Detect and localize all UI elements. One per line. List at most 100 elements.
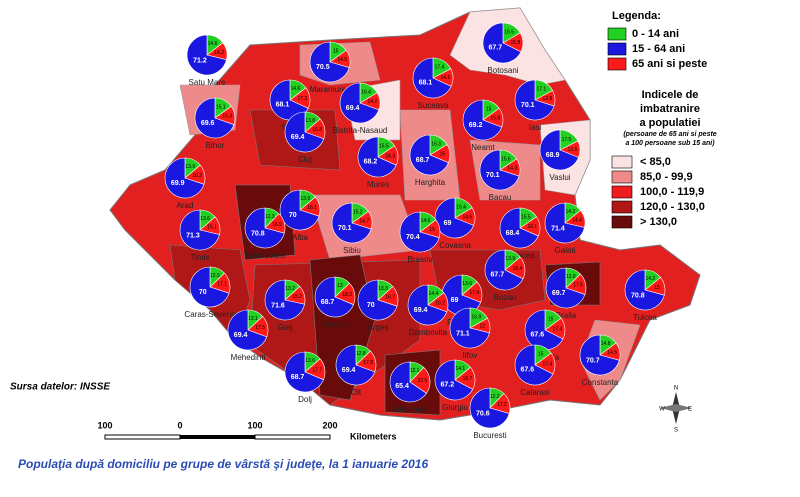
pie-value: 14.2 [367,99,377,105]
pie-value-main: 69.4 [346,105,360,112]
index-label: 100,0 - 119,9 [640,186,704,198]
pie-slice [434,359,474,401]
pie: 15.5 16.1 68.4 [499,207,541,249]
pie-value: 13.3 [378,286,388,292]
pie-value-main: 69.4 [414,307,428,314]
pie-value: 14.4 [429,291,439,297]
pie-slice [449,307,490,349]
pie-value: 13.2 [285,286,295,292]
pie-value-main: 69 [451,297,459,304]
county-name: Mures [367,180,389,189]
pie: 17.1 12.8 70.1 [514,79,556,121]
pie-value-main: 69.4 [291,134,305,141]
pie: 14.4 16.2 69.4 [407,284,449,326]
pie-value-main: 67.7 [491,272,505,279]
pie: 14.2 15 70.8 [624,269,666,311]
scale-label: 200 [322,420,337,430]
county-name: Arges [368,323,389,332]
legend-label: 15 - 64 ani [632,43,685,55]
pie-value: 17.3 [297,96,307,102]
pie-slice [479,149,520,191]
pie-value-main: 70.5 [316,64,330,71]
pie-value: 17.7 [312,367,322,373]
scale-label: 100 [247,420,262,430]
pie-slice [335,344,376,386]
pie-value-main: 70.6 [476,410,490,417]
pie-slice [524,309,564,351]
pie-layer: Satu Mare 14.6 14.2 71.2 Maramures 15 14.5 70.5… [164,22,666,440]
pie-value-main: 70.1 [521,102,535,109]
pie-value: 16.4 [361,90,371,96]
pie-value: 13.1 [248,316,258,322]
pie-value: 18.3 [342,292,352,298]
pie-value: 12.9 [210,273,220,279]
pie: 13.2 15.2 71.6 [264,279,306,321]
legend-swatch [607,27,627,41]
pie: 16.4 14.2 69.4 [339,82,381,124]
compass-letter: N [674,386,678,392]
county-name: Olt [351,388,362,397]
pie-slice [412,57,452,99]
county-name: Mehedinti [231,353,266,362]
pie-value-main: 70.4 [406,234,420,241]
pie-value: 16.9 [272,222,282,228]
legend-swatch [607,57,627,71]
pie-value: 15.1 [207,224,217,230]
pie-value: 15.8 [490,116,500,122]
pie-value: 16.9 [471,315,481,321]
pie-value: 15.3 [222,114,232,120]
pie: 15.5 16.3 68.2 [357,136,399,178]
county-name: Gorj [277,323,292,332]
pie-slice [189,266,230,308]
pie-value: 16.5 [504,30,514,36]
county-name: Caras-Severin [184,310,235,319]
pie-value: 17.1 [536,87,546,93]
county-name: Calarasi [520,388,550,397]
pie: 15.6 14.3 70.1 [479,149,521,191]
county-name: Alba [292,233,309,242]
pie-slice [314,276,354,318]
pie-value: 14.3 [507,166,517,172]
pie: 15.1 15.3 69.6 [194,97,236,139]
legend: Legenda: 0 - 14 ani 15 - 64 ani 65 ani si p… [607,10,717,229]
pie-value: 16.2 [192,173,202,179]
pie-value-main: 67.2 [440,381,454,388]
pie-value: 15.5 [521,214,531,220]
pie-value: 14.6 [208,41,218,47]
pie-slice [469,387,510,429]
pie: 12.9 17.1 70 [189,266,231,308]
pie-value-main: 70.7 [586,357,600,364]
compass-letter: S [674,428,678,434]
pie-value: 14.7 [359,218,369,224]
pie-value: 16.8 [312,127,322,133]
pie-slice [514,79,555,121]
county-name: Suceava [417,101,449,110]
pie: 12.8 17.8 69.4 [335,344,377,386]
pie: 14.2 14.4 71.4 [544,202,586,244]
pie: 16.4 14.6 69 [434,197,476,239]
pie-value: 16.3 [431,142,441,148]
pie: 17.5 13.6 68.9 [539,129,581,171]
pie-value-main: 71.4 [551,225,565,232]
pie-slice [499,207,539,249]
pie: 15 17.4 67.6 [524,309,566,351]
pie-value: 13.6 [200,216,210,222]
pie-value-main: 68.7 [321,299,335,306]
pie-value-main: 70.1 [486,172,500,179]
pie: 15 14.5 70.5 [309,41,351,83]
pie-value-main: 67.7 [489,45,503,52]
pie: 16.9 12 71.1 [449,307,491,349]
scale-label: 100 [97,420,112,430]
pie-slice [164,157,205,199]
pie-value: 17.5 [573,283,583,289]
county-name: Buzau [494,293,517,302]
pie-slice [284,111,325,153]
pie-value: 14.5 [337,57,347,63]
pie-value-main: 70.1 [338,225,352,232]
pie-value-main: 71.2 [193,57,207,64]
pie-value: 15.6 [501,156,511,162]
pie-value: 15 [440,151,446,157]
pie: 12.8 17.5 69.7 [545,267,587,309]
county-name: Giurgiu [442,403,468,412]
